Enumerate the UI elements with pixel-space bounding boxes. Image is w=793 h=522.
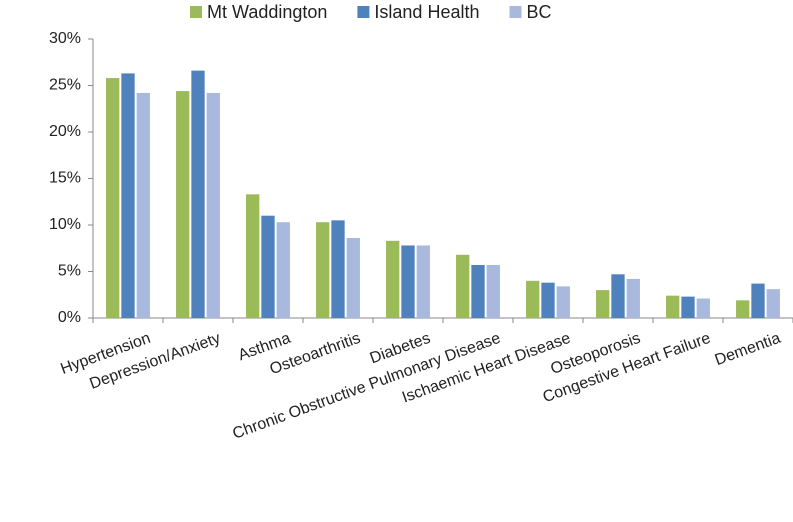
legend-label: Mt Waddington: [207, 2, 327, 22]
bar: [526, 280, 540, 318]
bar: [121, 73, 135, 318]
bar: [556, 286, 570, 318]
bar: [261, 215, 275, 318]
bar: [626, 278, 640, 318]
bar: [611, 274, 625, 318]
bar: [176, 91, 190, 318]
bar: [596, 290, 610, 318]
x-tick-label: Dementia: [713, 330, 783, 369]
bar: [751, 283, 765, 318]
bar: [541, 282, 555, 318]
bar: [681, 296, 695, 318]
bar: [696, 298, 710, 318]
y-tick-label: 5%: [58, 263, 81, 280]
y-tick-label: 15%: [49, 170, 81, 187]
bar: [191, 70, 205, 319]
bar: [666, 295, 680, 318]
bar: [416, 245, 430, 318]
legend-swatch: [357, 6, 370, 18]
bar: [246, 194, 260, 318]
bar: [136, 92, 150, 318]
bar: [106, 78, 120, 318]
legend-label: Island Health: [374, 2, 479, 22]
bar: [401, 245, 415, 318]
y-tick-label: 0%: [58, 309, 81, 326]
bar: [456, 254, 470, 318]
legend-swatch: [509, 6, 522, 18]
bar: [766, 289, 780, 318]
bar: [736, 300, 750, 318]
legend-label: BC: [526, 2, 551, 22]
legend-swatch: [190, 6, 202, 18]
y-tick-label: 20%: [49, 123, 81, 140]
bar: [276, 222, 290, 318]
y-tick-label: 25%: [49, 77, 81, 94]
bar: [346, 238, 360, 318]
y-tick-label: 30%: [49, 30, 81, 47]
y-tick-label: 10%: [49, 216, 81, 233]
bar: [331, 220, 345, 318]
bar: [316, 222, 330, 318]
bar: [206, 92, 220, 318]
bar: [386, 240, 400, 318]
bar: [471, 264, 485, 318]
bar: [486, 264, 500, 318]
